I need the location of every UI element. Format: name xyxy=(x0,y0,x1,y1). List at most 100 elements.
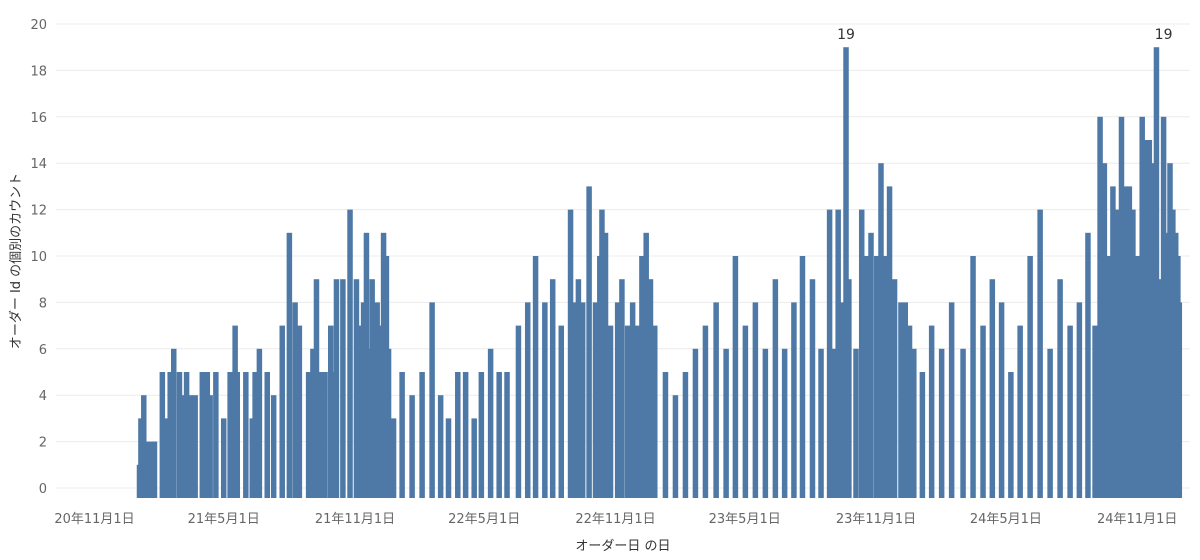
bar xyxy=(713,302,719,498)
bar xyxy=(1037,209,1043,498)
bar xyxy=(998,302,1005,498)
y-tick-label: 0 xyxy=(39,482,47,497)
bar xyxy=(672,395,679,498)
bar xyxy=(1118,116,1125,499)
y-tick-label: 2 xyxy=(39,436,47,451)
bar xyxy=(1110,186,1116,498)
bar xyxy=(602,232,609,499)
bar xyxy=(192,395,198,498)
x-tick-label: 22年5月1日 xyxy=(448,512,520,527)
bar xyxy=(305,372,312,498)
bar xyxy=(220,418,227,498)
bar xyxy=(732,256,739,498)
bar xyxy=(1139,116,1145,499)
bar xyxy=(292,302,298,498)
y-axis-title: オーダー Id の個別のカウント xyxy=(9,173,24,349)
bar xyxy=(310,348,316,498)
bar xyxy=(542,302,548,498)
bar xyxy=(204,372,211,498)
bar xyxy=(1157,279,1163,498)
bar xyxy=(682,372,689,498)
bar xyxy=(809,279,816,498)
bar xyxy=(377,325,384,498)
bar xyxy=(1076,302,1083,498)
data-labels: 19 19 xyxy=(837,27,1172,43)
bar xyxy=(579,302,586,498)
bar xyxy=(1105,256,1112,498)
bar xyxy=(1017,325,1023,498)
bar xyxy=(249,418,256,498)
bar xyxy=(1167,163,1173,498)
bar xyxy=(252,372,258,498)
x-tick-label: 23年5月1日 xyxy=(709,512,781,527)
bar xyxy=(399,372,405,498)
bar xyxy=(234,372,241,498)
bar xyxy=(891,279,898,498)
bar xyxy=(614,302,621,498)
bar xyxy=(835,209,841,498)
bar xyxy=(634,325,641,498)
bar xyxy=(437,395,444,498)
bar xyxy=(419,372,425,498)
bar xyxy=(1008,372,1014,498)
bar xyxy=(445,418,452,498)
bar xyxy=(624,325,631,498)
bar xyxy=(906,325,913,498)
bar xyxy=(322,372,328,498)
bar xyxy=(1143,140,1149,498)
y-tick-label: 20 xyxy=(30,18,47,33)
bar xyxy=(662,372,669,498)
bar xyxy=(772,279,779,498)
bar xyxy=(1057,279,1063,498)
bar xyxy=(639,256,645,498)
bar xyxy=(353,279,360,498)
bar xyxy=(702,325,709,498)
bar xyxy=(607,325,614,498)
bar xyxy=(207,395,213,498)
bar xyxy=(286,232,293,499)
bar xyxy=(1130,209,1136,498)
bar xyxy=(279,325,285,498)
data-label: 19 xyxy=(837,27,855,43)
bar xyxy=(1085,232,1091,499)
bar xyxy=(1126,186,1133,498)
bar xyxy=(989,279,996,498)
bar xyxy=(586,186,592,498)
y-axis-ticks: 0 2 4 6 8 10 12 14 16 18 20 xyxy=(30,18,47,497)
bar xyxy=(340,279,346,498)
bar xyxy=(911,348,917,498)
bar xyxy=(369,279,375,498)
bar xyxy=(948,302,955,498)
bar xyxy=(1027,256,1033,498)
x-tick-label: 21年11月1日 xyxy=(315,512,395,527)
bar xyxy=(455,372,461,498)
bars xyxy=(136,47,1183,499)
x-tick-label: 20年11月1日 xyxy=(54,512,134,527)
bar xyxy=(629,302,636,498)
bar xyxy=(176,372,183,498)
bar xyxy=(1146,140,1153,498)
bar xyxy=(619,279,625,498)
bar xyxy=(826,209,833,498)
bar xyxy=(572,302,578,498)
y-tick-label: 16 xyxy=(30,111,47,126)
bar xyxy=(144,441,151,498)
y-tick-label: 10 xyxy=(30,250,47,265)
bar xyxy=(183,372,190,498)
bar xyxy=(883,256,889,498)
bar xyxy=(227,372,233,498)
bar xyxy=(409,395,415,498)
bar xyxy=(928,325,935,498)
bar xyxy=(243,372,249,498)
y-tick-label: 14 xyxy=(30,157,47,172)
bar xyxy=(898,302,904,498)
bar xyxy=(1092,325,1098,498)
y-tick-label: 8 xyxy=(39,296,47,311)
bar xyxy=(902,302,908,498)
bar xyxy=(1047,348,1053,498)
bar xyxy=(843,47,849,498)
bar xyxy=(270,395,277,498)
bar xyxy=(333,279,340,498)
bar xyxy=(524,302,531,498)
